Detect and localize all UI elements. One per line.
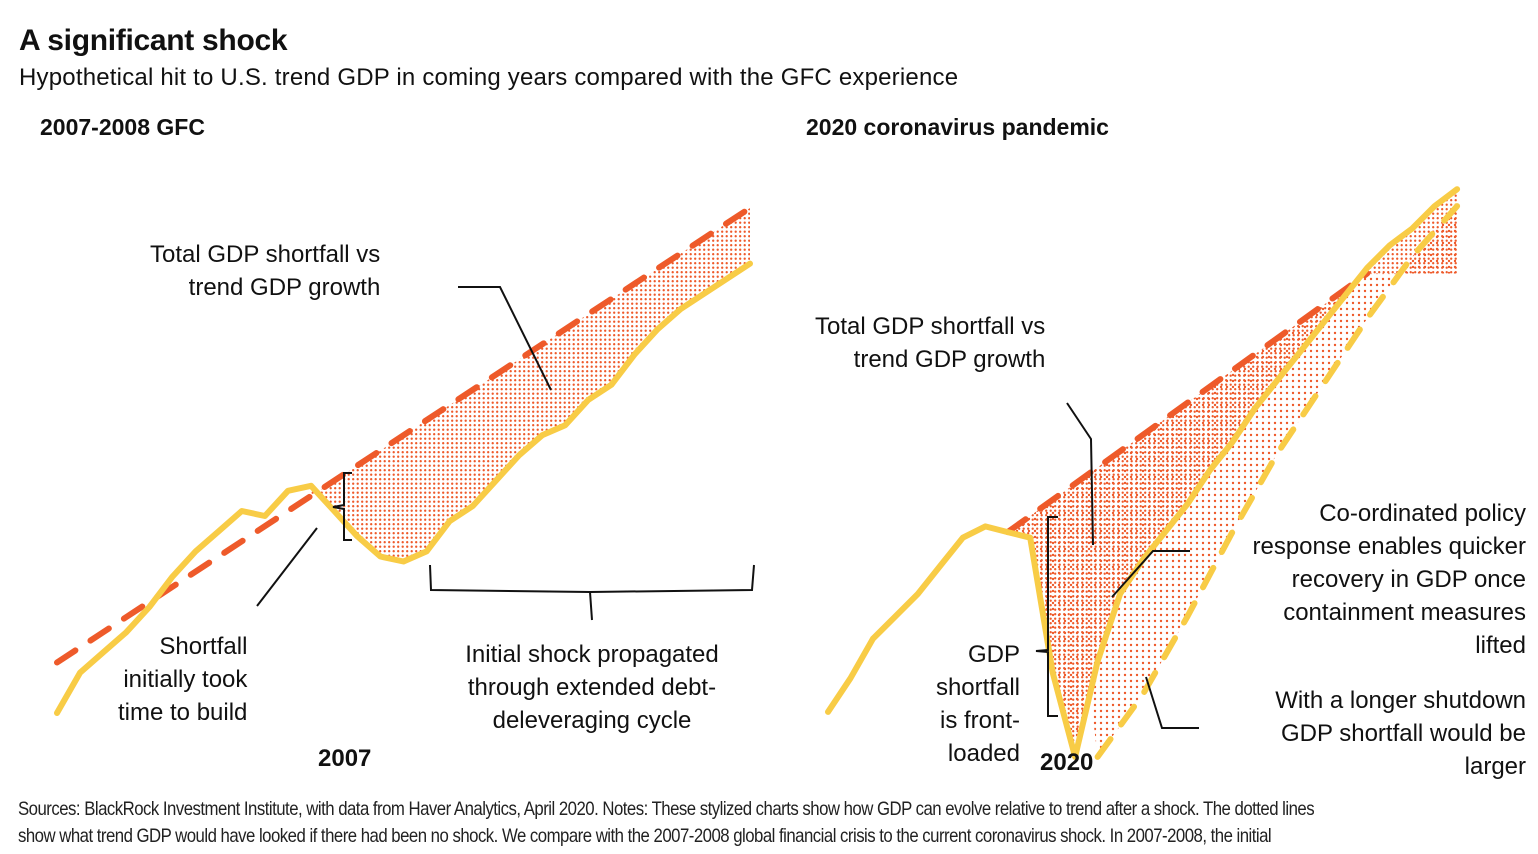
leader-total-shortfall-gfc <box>458 286 552 391</box>
annotation-line: Total GDP shortfall vs <box>815 313 1046 340</box>
annotation-line: is front- <box>939 707 1020 734</box>
annotation-line: containment measures <box>1283 599 1526 626</box>
leader-initial-build <box>256 527 318 607</box>
annotation-line: deleveraging cycle <box>492 707 692 734</box>
footer-line-1: Sources: BlackRock Investment Institute,… <box>18 798 1315 820</box>
trend-gdp-line <box>54 205 753 666</box>
gfc-panel <box>54 205 753 716</box>
annotation-line: Shortfall <box>159 633 248 660</box>
longer-shutdown-shortfall-area <box>1007 206 1458 757</box>
leader-longer-shutdown <box>1145 676 1199 729</box>
actual-gdp-line <box>54 260 753 716</box>
annotation-policy-response: Co-ordinated policy response enables qui… <box>1252 497 1526 662</box>
annotation-line: shortfall <box>935 674 1020 701</box>
panel-title-pandemic: 2020 coronavirus pandemic <box>806 114 1109 140</box>
annotation-leaders <box>256 286 1199 729</box>
annotation-line: Co-ordinated policy <box>1319 500 1526 527</box>
annotation-front-loaded: GDP shortfall is front- loaded <box>908 638 1020 770</box>
brace-initial-shock <box>332 472 352 541</box>
shortfall-area <box>311 208 750 561</box>
annotation-line: through extended debt- <box>467 674 717 701</box>
annotation-initial-build: Shortfall initially took time to build <box>118 630 247 729</box>
actual-gdp-line <box>825 186 1461 760</box>
annotation-line: recovery in GDP once <box>1291 566 1526 593</box>
annotation-propagated: Initial shock propagated through extende… <box>432 638 752 737</box>
pandemic-panel <box>825 186 1461 760</box>
brace-propagated <box>429 564 755 621</box>
annotation-total-shortfall-pandemic: Total GDP shortfall vs trend GDP growth <box>815 310 1045 376</box>
annotation-line: Total GDP shortfall vs <box>150 241 381 268</box>
leader-policy-response <box>1111 550 1190 598</box>
panel-title-gfc: 2007-2008 GFC <box>40 114 205 140</box>
footer-line-2: show what trend GDP would have looked if… <box>18 825 1272 847</box>
annotation-line: lifted <box>1475 632 1526 659</box>
chart-subtitle: Hypothetical hit to U.S. trend GDP in co… <box>19 64 959 91</box>
annotation-line: trend GDP growth <box>188 274 381 301</box>
x-label-2007: 2007 <box>318 745 372 772</box>
annotation-line: GDP shortfall would be <box>1280 720 1526 747</box>
longer-shutdown-line <box>1094 203 1461 760</box>
annotation-line: time to build <box>118 699 248 726</box>
annotation-line: initially took <box>123 666 248 693</box>
annotation-line: trend GDP growth <box>853 346 1046 373</box>
annotation-total-shortfall-gfc: Total GDP shortfall vs trend GDP growth <box>150 238 380 304</box>
annotation-line: With a longer shutdown <box>1275 687 1526 714</box>
chart-title: A significant shock <box>19 24 288 57</box>
annotation-line: GDP <box>967 641 1020 668</box>
brace-front-loaded <box>1035 516 1058 717</box>
annotation-line: response enables quicker <box>1252 533 1526 560</box>
trend-gdp-line <box>1004 270 1371 536</box>
annotation-line: Initial shock propagated <box>465 641 719 668</box>
shortfall-area <box>1007 189 1458 757</box>
annotation-line: larger <box>1464 753 1526 780</box>
footer-notes: Sources: BlackRock Investment Institute,… <box>18 796 1533 850</box>
x-label-2020: 2020 <box>1040 749 1094 776</box>
leader-total-shortfall-pandemic <box>1066 402 1094 546</box>
annotation-longer-shutdown: With a longer shutdown GDP shortfall wou… <box>1275 684 1526 783</box>
annotation-line: loaded <box>947 740 1020 767</box>
